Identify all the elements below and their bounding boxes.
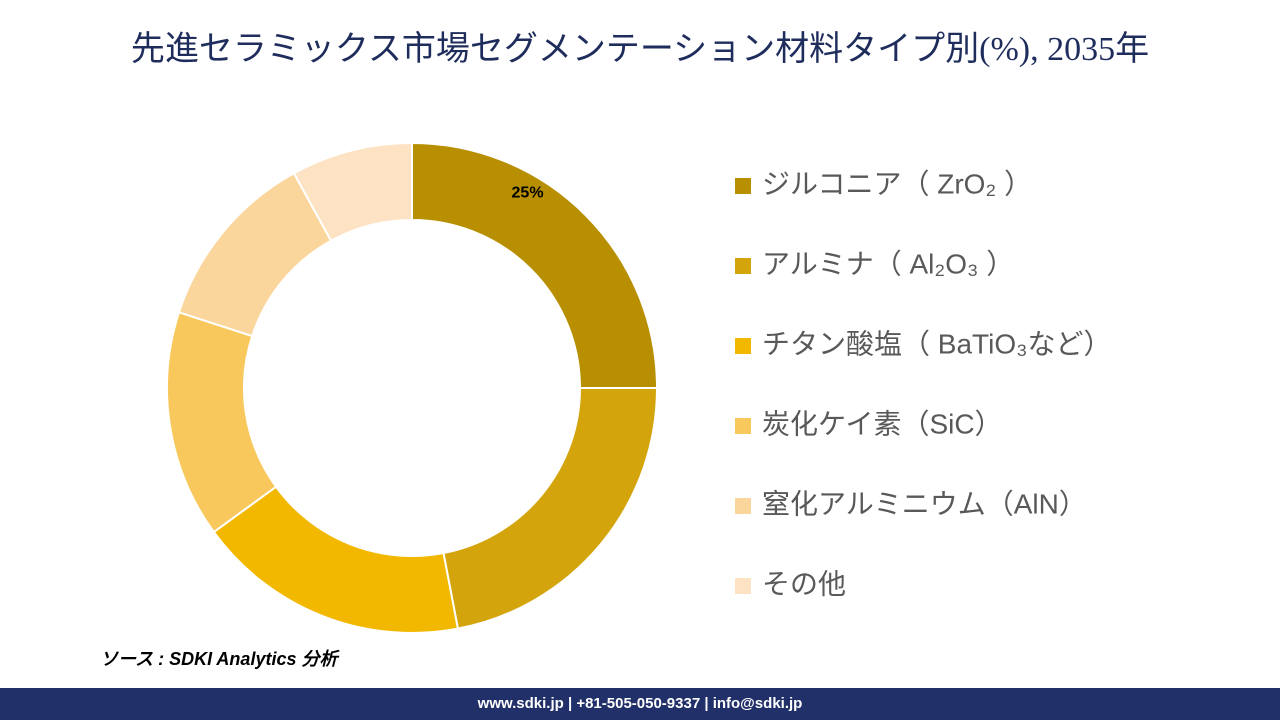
footer-bar xyxy=(0,688,1280,720)
legend-swatch xyxy=(735,178,751,194)
legend-label: アルミナ（ Al₂O₃ ） xyxy=(762,248,1014,279)
legend-label: 窒化アルミニウム（AlN） xyxy=(762,488,1087,519)
legend-swatch xyxy=(735,498,751,514)
legend-label: ジルコニア（ ZrO₂ ） xyxy=(762,168,1032,199)
donut-segment xyxy=(442,387,659,630)
legend-swatch xyxy=(735,258,751,274)
legend-swatch xyxy=(735,418,751,434)
chart-title: 先進セラミックス市場セグメンテーション材料タイプ別(%), 2035年 xyxy=(131,30,1149,68)
legend-swatch xyxy=(735,338,751,354)
legend-swatch xyxy=(735,578,751,594)
donut-segment xyxy=(166,311,278,534)
legend-label: その他 xyxy=(762,568,846,599)
legend-label: チタン酸塩（ BaTiO₃など） xyxy=(762,328,1112,359)
donut-segment xyxy=(212,485,460,634)
donut-segment xyxy=(292,141,413,243)
data-label: 25% xyxy=(512,184,544,201)
legend-label: 炭化ケイ素（SiC） xyxy=(762,408,1003,439)
donut-segment xyxy=(411,141,659,389)
source: ソース : SDKI Analytics 分析 xyxy=(100,649,340,669)
footer: www.sdki.jp | +81-505-050-9337 | info@sd… xyxy=(477,695,803,712)
